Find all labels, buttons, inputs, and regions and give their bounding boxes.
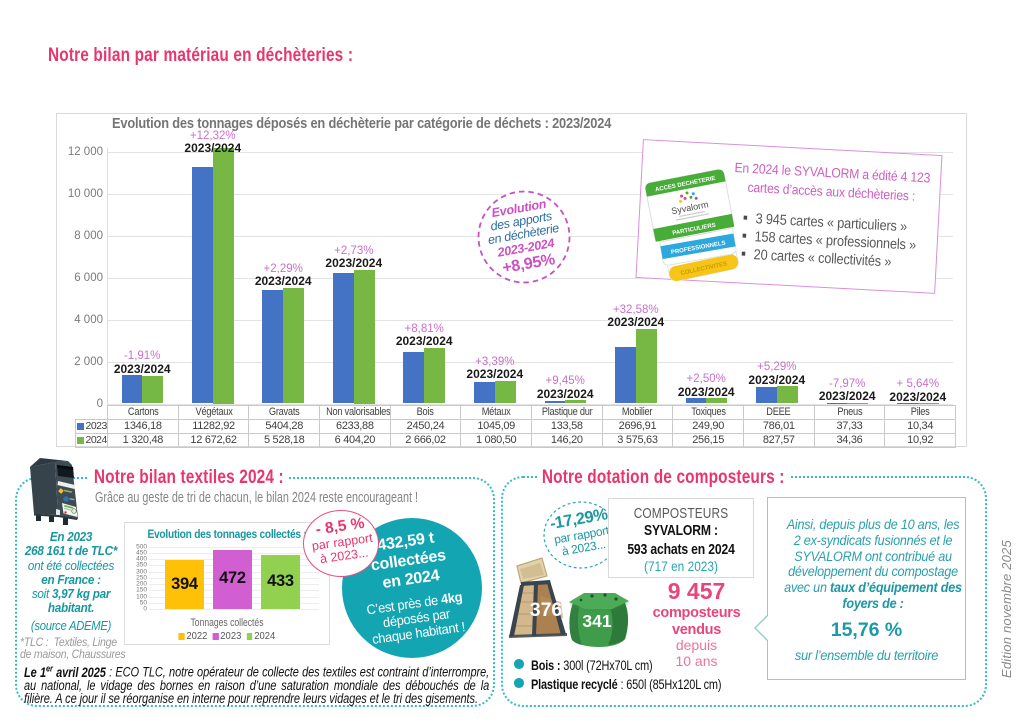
svg-text:341: 341: [582, 611, 611, 631]
svg-text:376: 376: [530, 599, 563, 621]
